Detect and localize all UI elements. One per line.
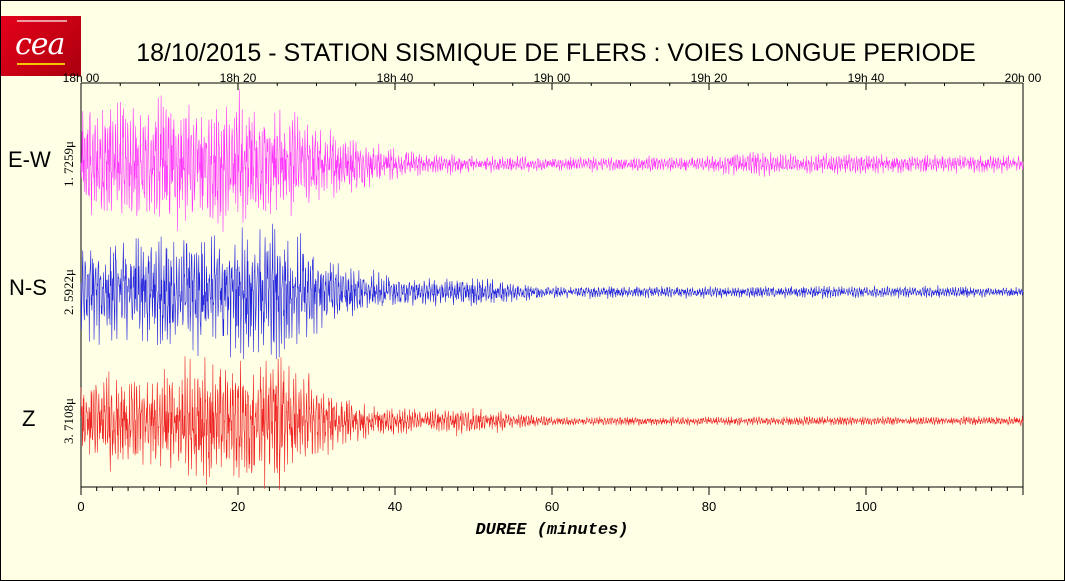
x-tick-label: 100: [855, 499, 877, 514]
trace-z: [80, 356, 1024, 491]
top-time-label: 18h 20: [220, 71, 257, 85]
x-tick-label: 80: [702, 499, 716, 514]
x-tick-label: 0: [77, 499, 84, 514]
logo-small-print: [17, 20, 67, 22]
logo-mark-text: cea: [15, 27, 65, 62]
top-time-label: 19h 40: [848, 71, 885, 85]
scale-label-e-w: 1. 7259μ: [61, 141, 76, 187]
scale-label-z: 3. 7108μ: [61, 398, 76, 444]
top-time-label: 18h 00: [63, 71, 100, 85]
trace-n-s: [80, 223, 1024, 360]
x-axis-label: DUREE (minutes): [475, 521, 628, 540]
top-time-label: 19h 20: [691, 71, 728, 85]
channel-label-n-s: N-S: [9, 275, 47, 300]
x-tick-label: 20: [231, 499, 245, 514]
logo-yellow-bar: [17, 63, 65, 65]
top-time-label: 19h 00: [534, 71, 571, 85]
top-time-label: 18h 40: [377, 71, 414, 85]
channel-label-z: Z: [22, 406, 35, 431]
chart-title: 18/10/2015 - STATION SISMIQUE DE FLERS :…: [136, 39, 976, 67]
x-tick-label: 40: [388, 499, 402, 514]
channel-label-e-w: E-W: [8, 147, 51, 172]
scale-label-n-s: 2. 5922μ: [61, 269, 76, 315]
cea-logo: cea: [1, 16, 81, 76]
x-tick-label: 60: [545, 499, 559, 514]
top-time-label: 20h 00: [1005, 71, 1042, 85]
trace-e-w: [80, 89, 1024, 232]
